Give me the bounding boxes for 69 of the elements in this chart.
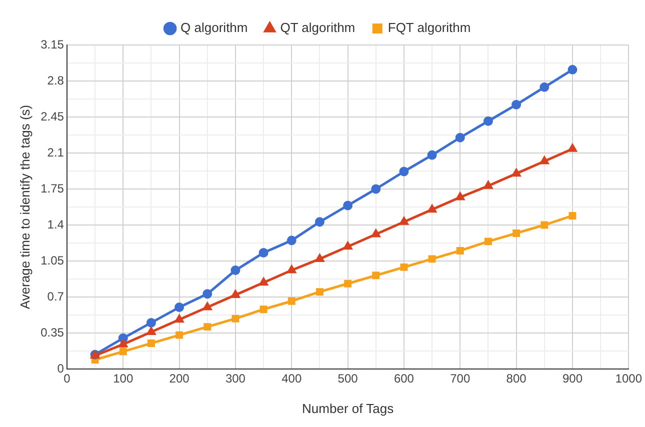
- point: [119, 348, 127, 356]
- point: [512, 230, 520, 237]
- point: [146, 327, 156, 335]
- point: [540, 82, 550, 92]
- point: [568, 212, 576, 220]
- x-axis-title: Number of Tags: [302, 400, 394, 416]
- point: [232, 314, 240, 322]
- point: [316, 288, 324, 296]
- x-tick-label: 600: [394, 372, 414, 386]
- point: [540, 156, 549, 164]
- y-tick-label: 0.35: [40, 325, 64, 340]
- point: [512, 168, 521, 177]
- y-tick-label: 2.45: [40, 109, 64, 124]
- point: [175, 314, 184, 323]
- point: [147, 340, 155, 348]
- point: [315, 254, 324, 262]
- point: [202, 289, 212, 299]
- point: [288, 297, 296, 305]
- point: [427, 150, 437, 160]
- legend-label: Q algorithm: [180, 20, 248, 36]
- y-tick-label: 2.8: [47, 73, 64, 88]
- point: [400, 263, 408, 271]
- y-tick-label: 0: [57, 361, 64, 376]
- point: [260, 306, 268, 314]
- x-tick-label: 1000: [615, 372, 642, 386]
- point: [568, 64, 578, 74]
- x-tick-label: 500: [338, 372, 358, 386]
- point: [176, 331, 184, 339]
- point: [371, 184, 381, 194]
- point: [483, 116, 493, 126]
- point: [399, 166, 409, 176]
- point: [428, 204, 436, 213]
- point: [428, 255, 436, 263]
- point: [204, 323, 212, 331]
- legend-label: QT algorithm: [280, 20, 356, 36]
- point: [540, 221, 548, 229]
- point: [456, 192, 464, 200]
- point: [230, 266, 240, 276]
- point: [484, 238, 492, 246]
- point: [231, 290, 240, 298]
- y-tick-label: 3.15: [40, 37, 64, 52]
- point: [259, 278, 268, 286]
- y-tick-label: 1.75: [40, 181, 64, 196]
- point: [146, 318, 156, 328]
- point: [344, 280, 352, 288]
- point: [314, 217, 324, 227]
- point: [512, 100, 522, 110]
- x-tick-label: 800: [506, 372, 527, 386]
- point: [568, 144, 577, 152]
- point: [174, 302, 184, 312]
- point: [343, 200, 353, 210]
- point: [286, 236, 296, 246]
- x-tick-label: 900: [562, 372, 583, 386]
- point: [455, 132, 465, 142]
- point: [258, 248, 268, 258]
- point: [372, 272, 380, 280]
- x-tick-label: 300: [225, 372, 246, 386]
- y-axis-title: Average time to identify the tags (s): [17, 104, 32, 310]
- y-tick-label: 2.1: [47, 145, 64, 160]
- x-tick-label: 400: [282, 372, 302, 386]
- point: [344, 242, 352, 250]
- x-tick-label: 100: [113, 372, 134, 386]
- y-tick-label: 1.05: [40, 253, 64, 268]
- y-tick-label: 0.7: [47, 289, 64, 304]
- x-tick-label: 200: [169, 372, 190, 386]
- x-tick-label: 700: [450, 372, 470, 386]
- legend-label: FQT algorithm: [388, 20, 471, 36]
- y-tick-label: 1.4: [47, 217, 64, 232]
- point: [456, 246, 464, 254]
